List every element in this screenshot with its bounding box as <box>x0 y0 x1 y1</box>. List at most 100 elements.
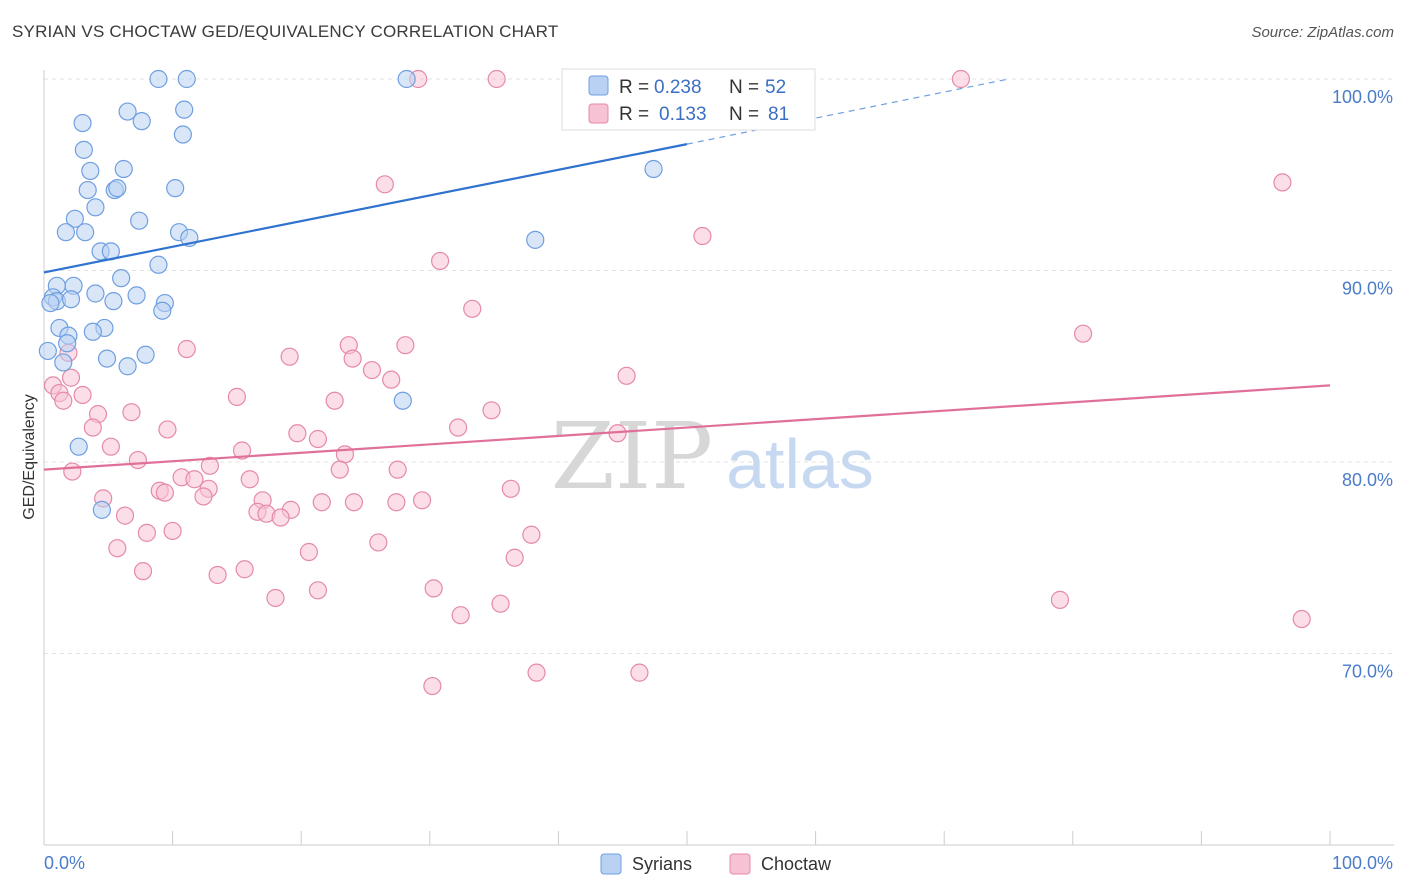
data-point-choctaw[interactable] <box>1273 173 1292 192</box>
bottom-legend-swatch-syrians[interactable] <box>600 853 622 875</box>
data-point-syrians[interactable] <box>81 161 100 181</box>
data-point-choctaw[interactable] <box>1073 324 1093 343</box>
data-point-choctaw[interactable] <box>266 588 285 608</box>
data-point-choctaw[interactable] <box>487 69 506 89</box>
data-point-choctaw[interactable] <box>501 479 520 498</box>
data-point-syrians[interactable] <box>153 301 172 320</box>
data-point-syrians[interactable] <box>69 437 88 456</box>
data-point-syrians[interactable] <box>149 69 168 89</box>
data-point-choctaw[interactable] <box>122 403 141 422</box>
data-point-syrians[interactable] <box>65 209 84 228</box>
data-point-syrians[interactable] <box>56 223 75 242</box>
data-point-syrians[interactable] <box>130 211 149 230</box>
data-point-choctaw[interactable] <box>335 445 355 464</box>
data-point-syrians[interactable] <box>78 180 97 200</box>
bottom-legend-label-choctaw[interactable]: Choctaw <box>761 854 832 874</box>
data-point-syrians[interactable] <box>112 269 131 288</box>
data-point-choctaw[interactable] <box>343 349 362 368</box>
data-point-choctaw[interactable] <box>200 456 219 475</box>
data-point-syrians[interactable] <box>526 230 545 249</box>
data-point-choctaw[interactable] <box>423 676 442 696</box>
data-point-choctaw[interactable] <box>693 226 712 246</box>
data-point-choctaw[interactable] <box>491 594 510 613</box>
data-point-syrians[interactable] <box>54 353 73 372</box>
data-point-syrians[interactable] <box>166 179 185 198</box>
data-point-syrians[interactable] <box>149 255 168 274</box>
data-point-choctaw[interactable] <box>448 418 468 437</box>
data-point-syrians[interactable] <box>644 159 663 179</box>
data-point-syrians[interactable] <box>97 349 117 368</box>
data-point-choctaw[interactable] <box>308 429 328 449</box>
data-point-syrians[interactable] <box>118 357 137 376</box>
data-point-choctaw[interactable] <box>232 441 252 460</box>
data-point-syrians[interactable] <box>92 500 111 519</box>
data-point-choctaw[interactable] <box>463 299 482 318</box>
data-point-choctaw[interactable] <box>424 579 443 598</box>
data-point-choctaw[interactable] <box>412 491 432 510</box>
data-point-choctaw[interactable] <box>73 385 92 405</box>
data-point-choctaw[interactable] <box>482 401 501 420</box>
data-point-syrians[interactable] <box>127 286 146 305</box>
data-point-choctaw[interactable] <box>163 521 182 541</box>
bottom-legend-label-syrians[interactable]: Syrians <box>632 854 692 874</box>
data-point-choctaw[interactable] <box>617 366 636 385</box>
data-point-choctaw[interactable] <box>369 533 388 552</box>
data-point-choctaw[interactable] <box>128 450 147 470</box>
data-point-syrians[interactable] <box>108 179 127 198</box>
data-point-choctaw[interactable] <box>522 525 541 544</box>
data-point-choctaw[interactable] <box>308 581 328 600</box>
data-point-syrians[interactable] <box>38 341 57 361</box>
data-point-syrians[interactable] <box>86 284 105 303</box>
data-point-choctaw[interactable] <box>235 560 254 579</box>
data-point-syrians[interactable] <box>76 223 95 242</box>
data-point-choctaw[interactable] <box>325 391 344 410</box>
data-point-choctaw[interactable] <box>527 663 546 682</box>
data-point-choctaw[interactable] <box>227 387 246 406</box>
data-point-choctaw[interactable] <box>177 339 196 359</box>
data-point-choctaw[interactable] <box>387 493 406 512</box>
data-point-choctaw[interactable] <box>951 69 971 89</box>
data-point-choctaw[interactable] <box>115 506 135 525</box>
data-point-choctaw[interactable] <box>288 424 307 443</box>
data-point-choctaw[interactable] <box>108 539 127 558</box>
data-point-choctaw[interactable] <box>430 251 450 271</box>
data-point-choctaw[interactable] <box>83 418 102 437</box>
data-point-syrians[interactable] <box>83 322 102 341</box>
data-point-choctaw[interactable] <box>388 460 407 479</box>
data-point-choctaw[interactable] <box>208 565 227 585</box>
data-point-syrians[interactable] <box>136 345 155 364</box>
data-point-choctaw[interactable] <box>396 336 415 355</box>
data-point-choctaw[interactable] <box>240 470 259 489</box>
data-point-choctaw[interactable] <box>362 360 382 380</box>
data-point-choctaw[interactable] <box>155 483 174 502</box>
data-point-syrians[interactable] <box>41 293 60 313</box>
data-point-syrians[interactable] <box>104 292 123 311</box>
data-point-syrians[interactable] <box>177 69 196 89</box>
data-point-choctaw[interactable] <box>54 391 73 410</box>
data-point-syrians[interactable] <box>74 140 93 159</box>
data-point-choctaw[interactable] <box>382 370 401 389</box>
data-point-choctaw[interactable] <box>137 523 156 542</box>
data-point-syrians[interactable] <box>73 113 92 133</box>
data-point-choctaw[interactable] <box>344 493 364 512</box>
data-point-syrians[interactable] <box>173 125 192 144</box>
data-point-choctaw[interactable] <box>630 663 649 682</box>
data-point-syrians[interactable] <box>61 290 81 309</box>
data-point-syrians[interactable] <box>397 69 416 89</box>
data-point-choctaw[interactable] <box>312 493 331 512</box>
data-point-syrians[interactable] <box>58 334 77 353</box>
bottom-legend-swatch-choctaw[interactable] <box>729 853 751 875</box>
data-point-choctaw[interactable] <box>133 562 153 581</box>
data-point-choctaw[interactable] <box>375 175 394 194</box>
data-point-choctaw[interactable] <box>280 347 299 366</box>
data-point-syrians[interactable] <box>132 112 151 131</box>
data-point-choctaw[interactable] <box>185 470 204 489</box>
data-point-choctaw[interactable] <box>101 437 120 456</box>
data-point-syrians[interactable] <box>118 102 137 121</box>
data-point-choctaw[interactable] <box>61 368 81 387</box>
data-point-choctaw[interactable] <box>1292 609 1311 629</box>
data-point-syrians[interactable] <box>86 198 105 217</box>
data-point-syrians[interactable] <box>393 391 412 410</box>
data-point-choctaw[interactable] <box>158 420 177 439</box>
data-point-choctaw[interactable] <box>194 487 213 506</box>
